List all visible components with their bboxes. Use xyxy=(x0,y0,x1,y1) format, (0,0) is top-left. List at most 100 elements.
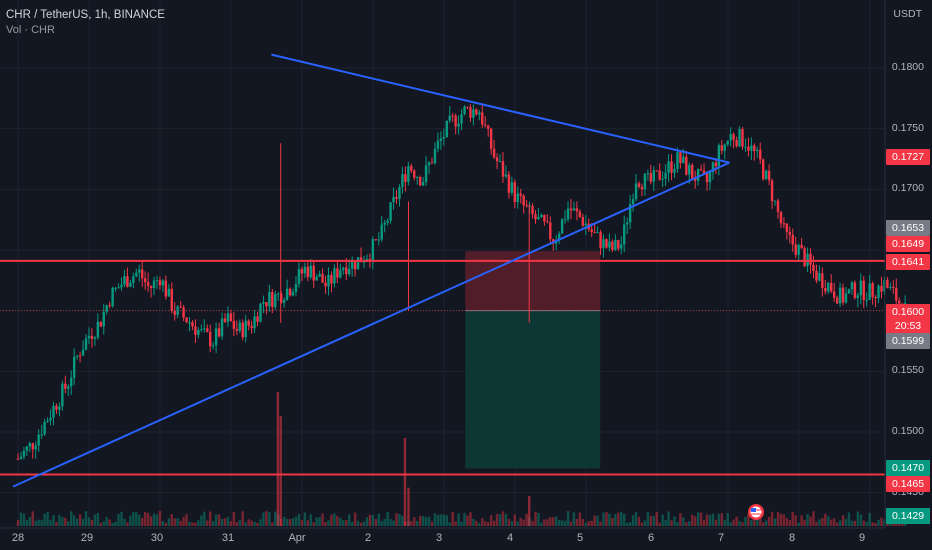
candle-body xyxy=(362,261,366,263)
candle-body xyxy=(581,217,585,226)
volume-bar xyxy=(114,521,117,526)
us-flag-icon[interactable] xyxy=(748,504,764,520)
candle-body xyxy=(534,214,537,220)
volume-bar xyxy=(469,512,472,526)
candle-body xyxy=(40,434,43,436)
candle-body xyxy=(862,280,865,301)
candle-body xyxy=(892,286,895,288)
candle-body xyxy=(726,140,729,145)
volume-bar xyxy=(717,513,721,526)
price-tag: 0.1641 xyxy=(886,254,930,270)
candle-body xyxy=(478,112,481,115)
candle-body xyxy=(25,446,29,451)
volume-bar xyxy=(123,518,126,526)
volume-bar xyxy=(605,511,608,526)
volume-bar xyxy=(238,520,241,526)
candle-body xyxy=(135,272,138,277)
candle-body xyxy=(889,286,892,288)
volume-bar xyxy=(664,519,667,526)
candle-body xyxy=(469,107,472,118)
candle-body xyxy=(519,193,522,196)
volume-bar xyxy=(640,522,644,526)
candle-body xyxy=(16,458,20,460)
volume-bar xyxy=(631,515,635,526)
volume-bar xyxy=(623,513,626,526)
volume-bar xyxy=(371,515,375,526)
volume-bar xyxy=(93,514,97,526)
candle-body xyxy=(853,282,857,299)
candle-body xyxy=(492,148,496,158)
candle-body xyxy=(741,128,744,147)
candle-body xyxy=(747,146,750,151)
time-axis-label: 9 xyxy=(858,532,866,544)
candle-body xyxy=(720,145,724,151)
volume-bar xyxy=(72,515,76,526)
volume-bar xyxy=(859,514,862,526)
symbol-line[interactable]: CHR / TetherUS, 1h, BINANCE xyxy=(6,9,165,21)
candle-body xyxy=(146,282,150,286)
candle-body xyxy=(756,149,759,152)
volume-bar xyxy=(34,520,37,526)
candle-body xyxy=(49,417,52,421)
candle-body xyxy=(312,265,315,281)
candle-body xyxy=(782,223,786,225)
candle-body xyxy=(353,260,357,270)
volume-bar xyxy=(250,520,253,526)
volume-bar xyxy=(19,512,23,526)
volume-bar xyxy=(617,512,620,526)
volume-line[interactable]: Vol · CHR xyxy=(6,24,55,36)
candle-body xyxy=(194,326,197,335)
candle-body xyxy=(809,253,812,265)
volume-bar xyxy=(78,514,82,526)
volume-bar xyxy=(386,511,389,526)
candle-body xyxy=(779,211,783,224)
candle-body xyxy=(185,317,188,323)
volume-bar xyxy=(424,516,428,526)
volume-bar xyxy=(179,521,182,526)
candle-body xyxy=(191,322,194,327)
volume-bar xyxy=(510,521,514,526)
candle-body xyxy=(507,174,511,193)
candle-body xyxy=(685,156,688,175)
candle-body xyxy=(105,305,108,312)
volume-bar xyxy=(877,519,880,526)
price-axis-label: 0.1700 xyxy=(891,182,924,195)
candle-body xyxy=(277,293,280,295)
volume-bar xyxy=(779,513,783,526)
volume-bar xyxy=(762,522,765,526)
candle-body xyxy=(797,244,800,255)
volume-bar xyxy=(543,519,546,526)
candle-body xyxy=(297,269,301,285)
volume-bar xyxy=(158,511,162,526)
volume-bar xyxy=(806,514,809,526)
volume-bar xyxy=(590,520,593,526)
volume-bar xyxy=(333,513,336,526)
candle-body xyxy=(584,223,587,226)
volume-bar xyxy=(350,521,354,526)
volume-bar xyxy=(403,438,407,526)
axis-unit: USDT xyxy=(893,8,922,20)
candle-body xyxy=(773,200,777,202)
candle-body xyxy=(859,280,862,296)
price-tag: 0.1599 xyxy=(886,333,930,349)
candle-body xyxy=(788,231,792,235)
candle-body xyxy=(770,180,774,202)
volume-bar xyxy=(43,513,46,526)
volume-bar xyxy=(31,511,34,526)
candle-body xyxy=(371,239,375,261)
candle-body xyxy=(377,239,380,241)
candle-body xyxy=(513,182,517,202)
volume-bar xyxy=(262,512,265,526)
time-axis-label: 4 xyxy=(506,532,514,544)
candle-body xyxy=(602,239,605,249)
volume-bar xyxy=(732,519,735,526)
volume-bar xyxy=(383,518,386,526)
candle-body xyxy=(448,115,451,121)
volume-bar xyxy=(318,517,321,526)
candle-body xyxy=(637,183,641,187)
volume-bar xyxy=(575,518,579,526)
volume-bar xyxy=(693,516,697,526)
volume-bar xyxy=(330,514,333,526)
volume-bar xyxy=(756,516,759,526)
